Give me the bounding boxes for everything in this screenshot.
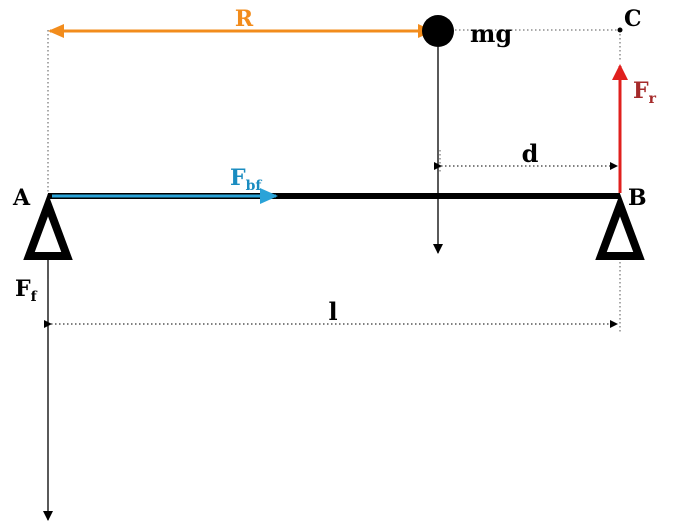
r-label: R: [235, 6, 254, 32]
f-r-label: Fr: [633, 78, 657, 107]
f-r-label-sub: r: [649, 91, 657, 107]
support-a: [23, 193, 73, 260]
point-a-label: A: [12, 185, 31, 211]
guide-lines: [47, 29, 621, 332]
f-bf-label-sub: bf: [246, 178, 263, 194]
f-f-label-main: F: [15, 276, 31, 302]
point-b-label: B: [628, 185, 647, 211]
f-f-label: Ff: [15, 276, 38, 305]
mass-ball: [422, 15, 454, 47]
f-bf-label: Fbf: [230, 165, 262, 194]
d-label: d: [522, 139, 539, 168]
weight-label: mg: [470, 19, 512, 48]
f-bf-label-main: F: [230, 165, 246, 191]
f-f-label-sub: f: [31, 289, 38, 305]
point-c-label: C: [624, 6, 642, 32]
point-c-dot: [617, 27, 623, 33]
f-r-label-main: F: [633, 78, 649, 104]
support-b: [595, 193, 645, 260]
l-label: l: [328, 297, 337, 326]
